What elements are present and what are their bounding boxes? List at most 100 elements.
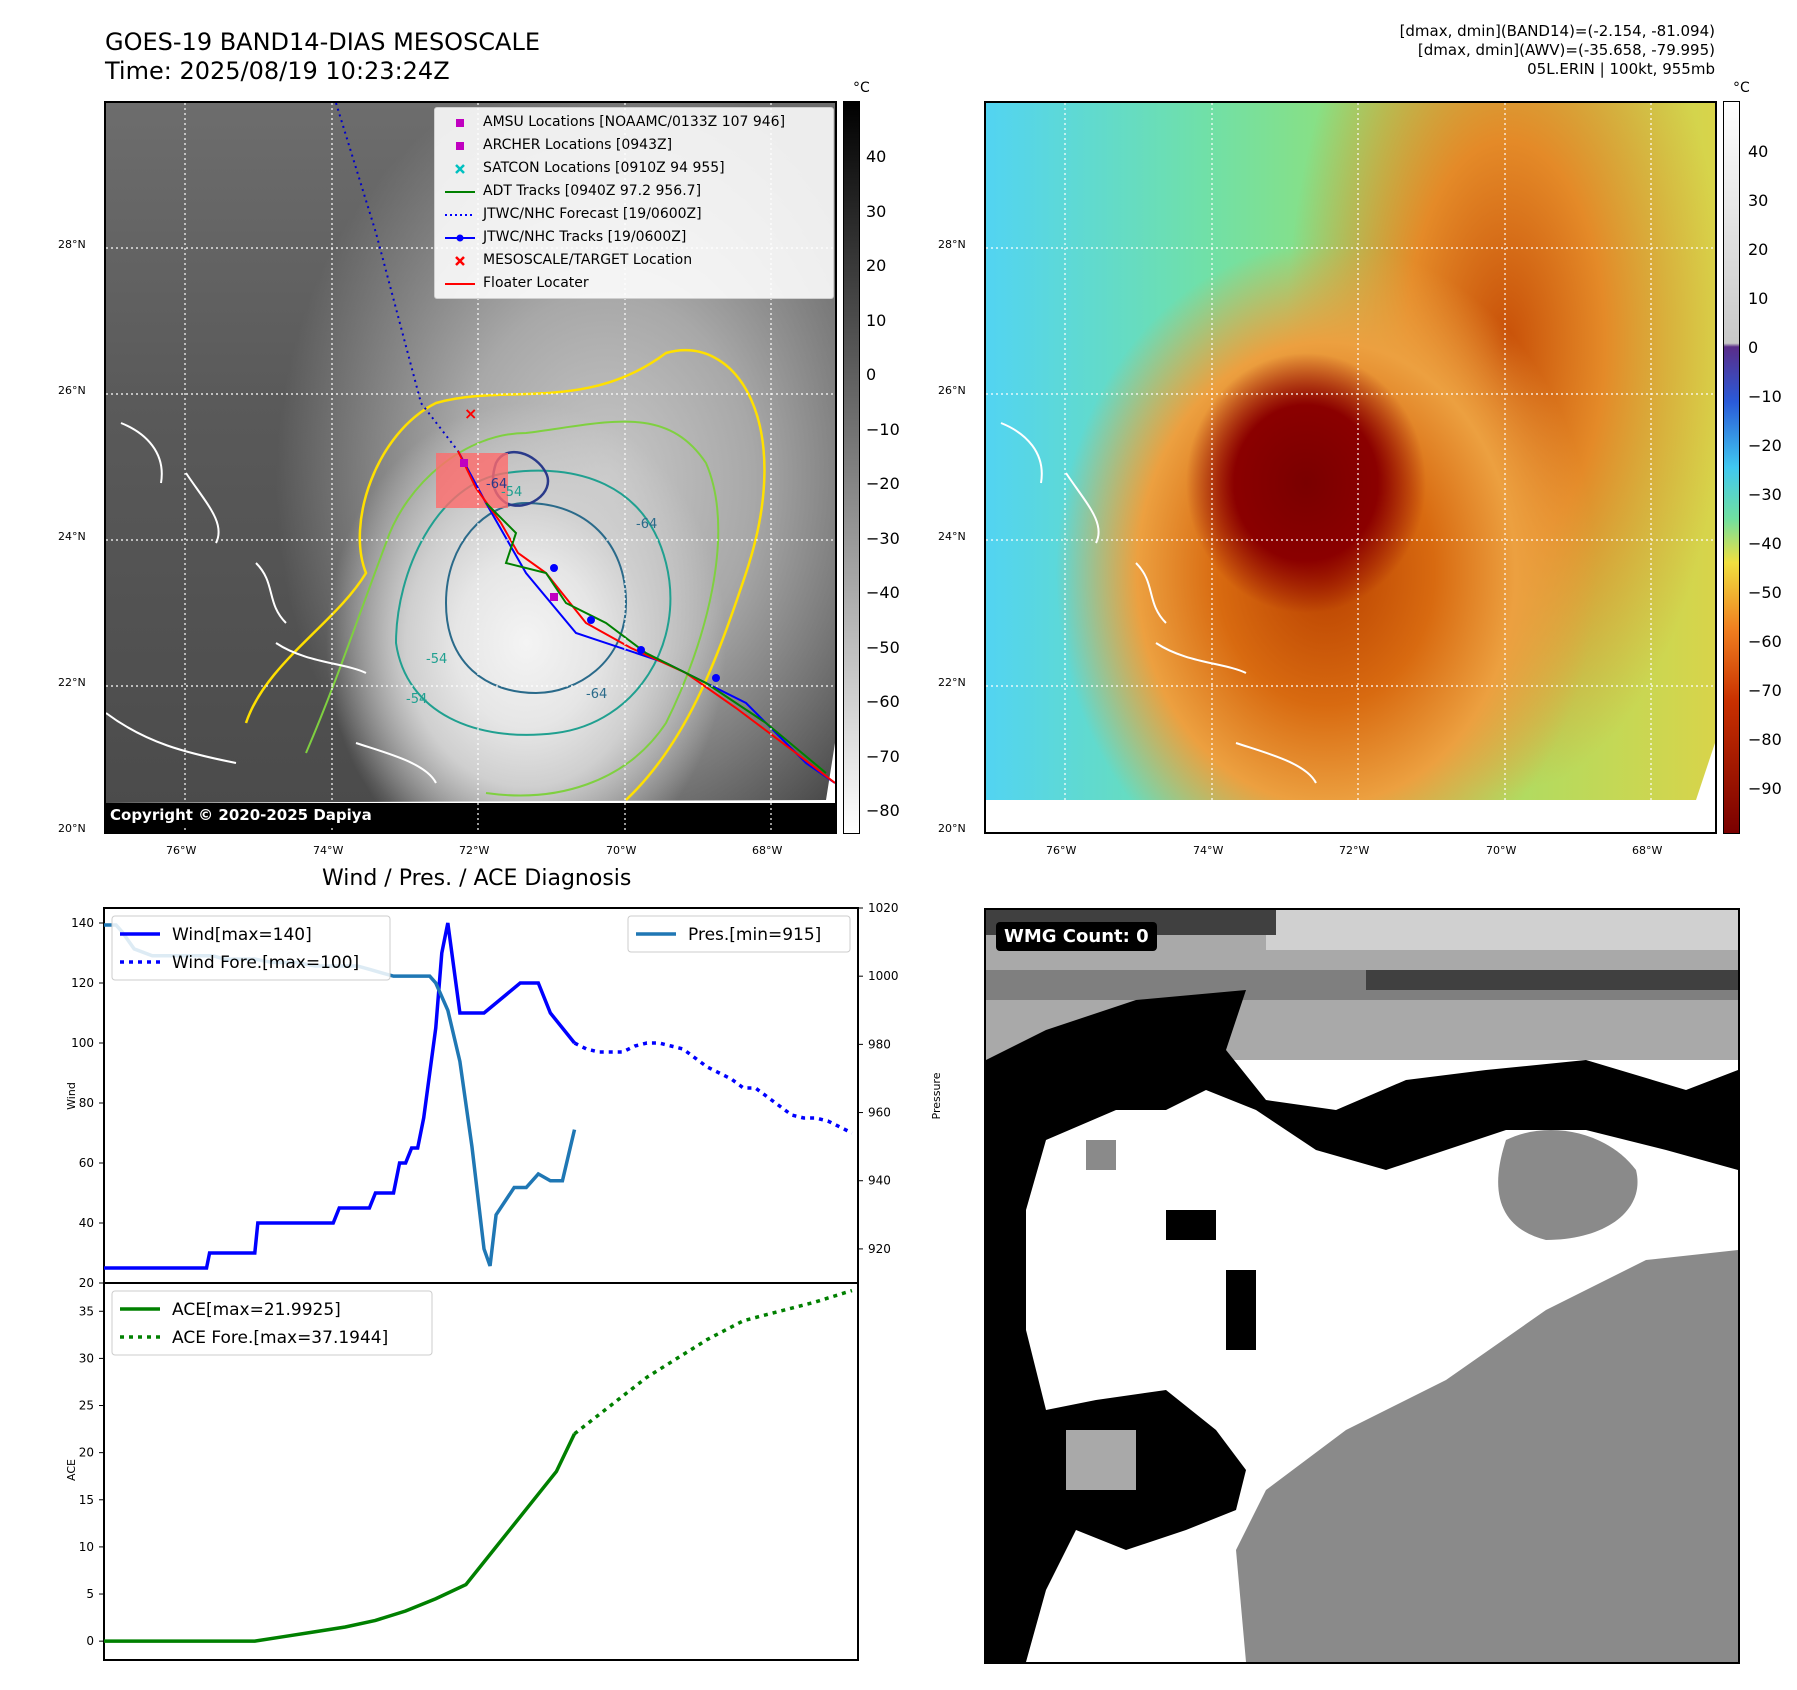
colorbar-tick-label: 20 (866, 256, 887, 275)
ace-ytick-label: 35 (79, 1304, 94, 1318)
colorbar-tick-label: −60 (1748, 632, 1782, 651)
pressure-ytick-label: 940 (868, 1174, 891, 1188)
square-icon (456, 119, 464, 127)
legend-item-target: MESOSCALE/TARGET Location (435, 249, 833, 272)
colorbar-tick-label: −70 (1748, 681, 1782, 700)
wmg-cold-ring (986, 990, 1738, 1662)
legend-label: Wind[max=140] (172, 925, 312, 945)
legend-box (111, 1290, 433, 1356)
amsu-marker (460, 459, 468, 467)
ace-ytick-label: 5 (86, 1587, 94, 1601)
colorbar-tick-label: 10 (866, 310, 887, 330)
lon-label: 72°W (459, 844, 490, 857)
ace-axes-frame (103, 1282, 859, 1661)
colorbar-tick-label: −70 (866, 746, 900, 766)
colorbar-tick-label: 0 (1748, 338, 1759, 357)
colorbar-tick-label: 10 (1748, 289, 1769, 308)
wmg-eye-area (1498, 1130, 1638, 1240)
contour-yellow (244, 349, 766, 801)
wmg-patch (1166, 1210, 1216, 1240)
chart-time: Time: 2025/08/19 10:23:24Z (105, 57, 450, 85)
pressure-ytick-label: 980 (868, 1037, 891, 1051)
contour-label: -64 (636, 517, 657, 532)
wmg-patch (1086, 1140, 1116, 1170)
coastline (106, 422, 437, 784)
lat-label: 20°N (58, 822, 86, 835)
right-colorbar (1723, 101, 1740, 834)
wmg-band (1366, 970, 1738, 990)
series-line-wind (104, 922, 576, 1270)
info-storm: 05L.ERIN | 100kt, 955mb (1527, 60, 1715, 78)
wind-ytick-label: 120 (71, 976, 94, 990)
pressure-ytick-label: 1000 (868, 969, 899, 983)
colorbar-tick-label: −30 (1748, 485, 1782, 504)
lon-label: 70°W (1486, 844, 1517, 857)
nhc-point (587, 616, 595, 624)
copyright-label: Copyright © 2020-2025 Dapiya (106, 803, 376, 827)
lat-label: 26°N (58, 384, 86, 397)
wind-ytick-label: 80 (79, 1096, 94, 1110)
colorbar-tick-label: −80 (866, 801, 900, 820)
legend-item-amsu: AMSU Locations [NOAAMC/0133Z 107 946] (435, 111, 833, 134)
ace-ytick-label: 30 (79, 1351, 94, 1365)
lon-label: 76°W (1046, 844, 1077, 857)
legend-item-floater: Floater Locater (435, 272, 833, 295)
colorbar-tick-label: 0 (866, 365, 877, 384)
info-band14: [dmax, dmin](BAND14)=(-2.154, -81.094) (1399, 22, 1715, 40)
lon-label: 68°W (752, 844, 783, 857)
pressure-ytick-label: 1020 (868, 901, 899, 915)
diagnosis-title: Wind / Pres. / ACE Diagnosis (322, 866, 632, 891)
contour-green (305, 420, 720, 797)
lon-label: 70°W (606, 844, 637, 857)
dotted-line-icon (445, 214, 475, 216)
wind-ytick-label: 20 (79, 1276, 94, 1290)
series-line-ace (104, 1433, 577, 1643)
colorbar-unit: °C (853, 80, 870, 96)
diagnosis-chart: 2040608010012014092094096098010001020051… (65, 901, 940, 1661)
line-icon (445, 283, 475, 285)
wind-ytick-label: 60 (79, 1156, 94, 1170)
wmg-panel: WMG Count: 0 (984, 908, 1740, 1664)
wmg-image (986, 910, 1738, 1662)
lat-label: 24°N (938, 530, 966, 543)
lon-label: 72°W (1339, 844, 1370, 857)
left-satellite-map[interactable]: × -64 -64 -54 -54 -64 -54 Copyright © 20… (104, 101, 837, 834)
contour-blue (444, 501, 628, 695)
legend-item-nhc-tracks: JTWC/NHC Tracks [19/0600Z] (435, 226, 833, 249)
legend-label: ACE[max=21.9925] (172, 1300, 341, 1320)
coastline (1000, 422, 1317, 784)
lat-label: 22°N (938, 676, 966, 689)
contour-label: -64 (486, 477, 507, 492)
colorbar-tick-label: −40 (866, 583, 900, 602)
ace-ytick-label: 20 (79, 1446, 94, 1460)
x-mark-icon (455, 256, 465, 266)
contour-teal (394, 469, 672, 736)
ace-axis-label: ACE (65, 1459, 78, 1481)
contour-label: -64 (586, 687, 607, 702)
lon-label: 76°W (166, 844, 197, 857)
wmg-band (1266, 910, 1738, 950)
nhc-point (637, 646, 645, 654)
lat-label: 22°N (58, 676, 86, 689)
nhc-point (550, 564, 558, 572)
wmg-warm-area (1236, 1250, 1738, 1662)
wmg-patch (1066, 1430, 1136, 1490)
info-awv: [dmax, dmin](AWV)=(-35.658, -79.995) (1417, 41, 1715, 59)
legend-box (111, 915, 391, 981)
floater-track (457, 450, 835, 784)
ace-ytick-label: 0 (86, 1634, 94, 1648)
legend-label: Pres.[min=915] (688, 925, 821, 945)
ace-ytick-label: 10 (79, 1540, 94, 1554)
legend-label: Wind Fore.[max=100] (172, 953, 359, 973)
colorbar-tick-label: 40 (866, 147, 887, 166)
colorbar-tick-label: −60 (866, 692, 900, 711)
colorbar-unit: °C (1733, 80, 1750, 96)
legend-label: ACE Fore.[max=37.1944] (172, 1328, 388, 1348)
square-icon (456, 142, 464, 150)
colorbar-tick-label: −10 (866, 419, 900, 439)
series-line-ace-forecast (573, 1288, 853, 1436)
nhc-point (712, 674, 720, 682)
line-icon (445, 191, 475, 193)
adt-track (485, 502, 827, 774)
right-satellite-map[interactable] (984, 101, 1717, 834)
